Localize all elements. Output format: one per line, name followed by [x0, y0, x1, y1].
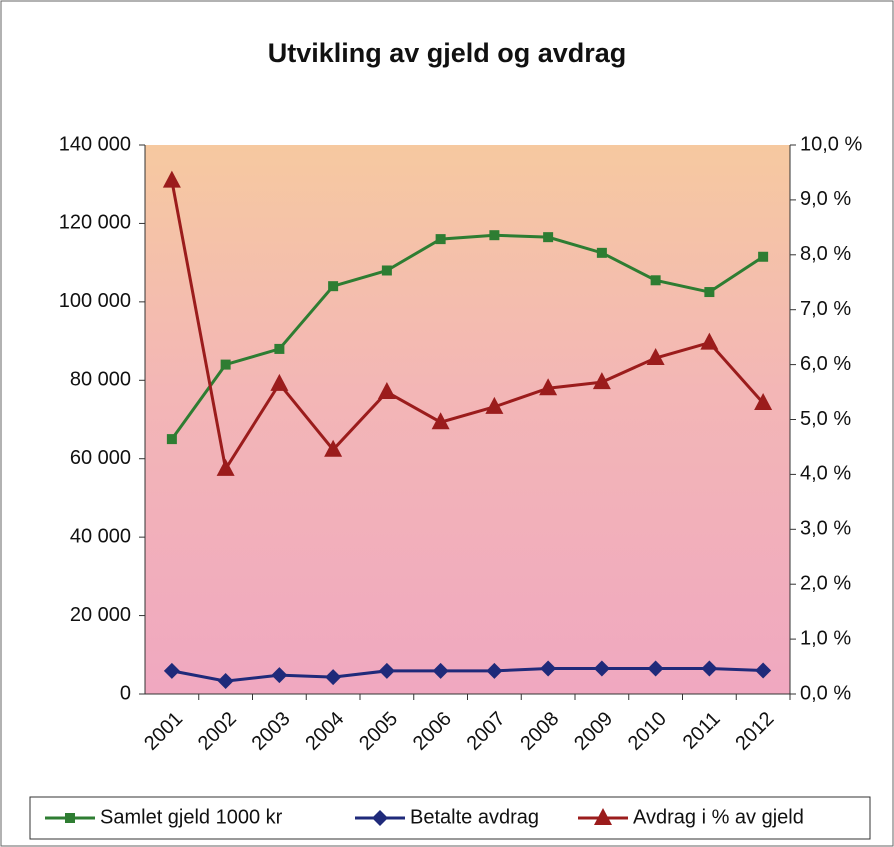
- y-tick-label: 60 000: [70, 447, 131, 469]
- y2-tick-label: 2,0 %: [800, 572, 851, 594]
- y-tick-label: 140 000: [59, 133, 131, 155]
- data-point: [325, 669, 342, 686]
- data-point: [431, 412, 450, 430]
- data-point: [378, 662, 395, 679]
- series-line: [170, 180, 765, 473]
- data-point: [162, 170, 181, 188]
- data-point: [270, 373, 289, 391]
- y2-tick-label: 3,0 %: [800, 518, 851, 540]
- y-tick-label: 100 000: [59, 290, 131, 312]
- data-point: [274, 343, 285, 354]
- data-point: [432, 662, 449, 679]
- data-point: [377, 382, 396, 400]
- data-point: [540, 660, 557, 677]
- data-point: [166, 434, 177, 445]
- y2-tick-label: 8,0 %: [800, 243, 851, 265]
- data-point: [704, 287, 715, 298]
- y2-tick-label: 6,0 %: [800, 353, 851, 375]
- legend-marker: [594, 808, 612, 825]
- data-point: [596, 247, 607, 258]
- legend-label: Avdrag i % av gjeld: [633, 806, 804, 828]
- data-point: [486, 662, 503, 679]
- data-point: [758, 251, 769, 262]
- data-point: [700, 332, 719, 350]
- y2-tick-label: 5,0 %: [800, 408, 851, 430]
- y2-tick-label: 0,0 %: [800, 682, 851, 704]
- data-point: [217, 673, 234, 690]
- chart-title: Utvikling av gjeld og avdrag: [268, 38, 627, 68]
- data-point: [485, 396, 504, 414]
- data-point: [381, 265, 392, 276]
- data-point: [754, 393, 773, 411]
- data-point: [647, 660, 664, 677]
- data-point: [701, 660, 718, 677]
- data-point: [539, 378, 558, 396]
- legend-marker: [372, 810, 388, 826]
- data-point: [543, 232, 554, 243]
- data-point: [593, 660, 610, 677]
- data-point: [324, 439, 343, 457]
- y2-tick-label: 7,0 %: [800, 298, 851, 320]
- plot-area: [145, 145, 790, 694]
- data-point: [650, 275, 661, 286]
- data-point: [435, 234, 446, 245]
- series-line: [170, 233, 764, 440]
- y-tick-label: 80 000: [70, 369, 131, 391]
- legend-marker: [65, 813, 75, 823]
- y-tick-label: 20 000: [70, 604, 131, 626]
- y2-tick-label: 1,0 %: [800, 627, 851, 649]
- y2-tick-label: 10,0 %: [800, 133, 862, 155]
- data-point: [646, 348, 665, 366]
- y2-tick-label: 9,0 %: [800, 188, 851, 210]
- y2-tick-label: 4,0 %: [800, 463, 851, 485]
- y-tick-label: 0: [120, 682, 131, 704]
- data-point: [216, 458, 235, 476]
- data-point: [328, 281, 339, 292]
- data-point: [592, 372, 611, 390]
- legend-label: Samlet gjeld 1000 kr: [100, 806, 283, 828]
- legend-label: Betalte avdrag: [410, 806, 539, 828]
- y-tick-label: 120 000: [59, 212, 131, 234]
- data-point: [271, 667, 288, 684]
- data-point: [755, 662, 772, 679]
- data-point: [489, 230, 500, 241]
- legend-box: [29, 796, 871, 840]
- y-tick-label: 40 000: [70, 525, 131, 547]
- data-point: [163, 662, 180, 679]
- series-line: [171, 667, 764, 683]
- data-point: [220, 359, 231, 370]
